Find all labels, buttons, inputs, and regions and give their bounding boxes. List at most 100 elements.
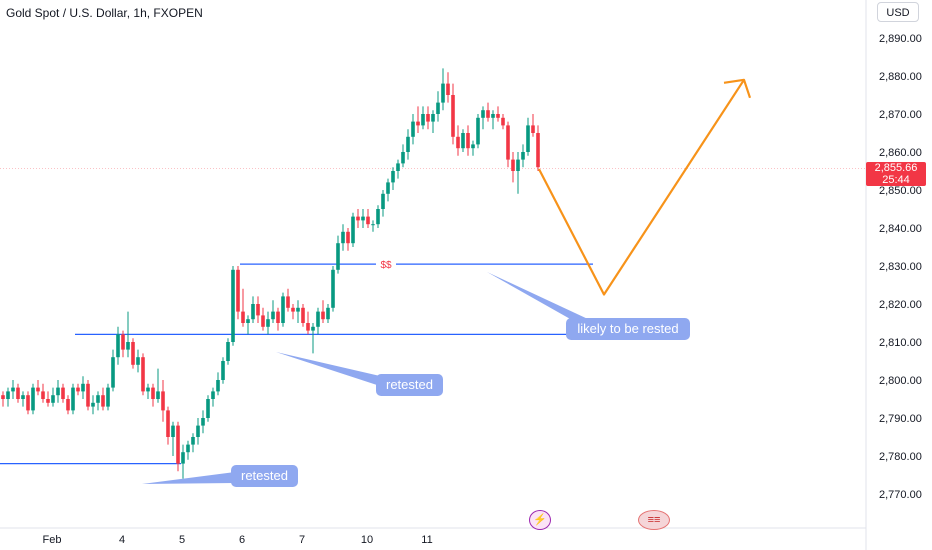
candle-body: [91, 402, 95, 407]
candle-body: [516, 159, 520, 171]
candle-body: [421, 114, 425, 126]
candle-body: [281, 296, 285, 323]
y-tick-label: 2,850.00: [879, 185, 922, 197]
last-price-tag: 2,855.66 25:44: [866, 162, 926, 186]
candle-body: [161, 391, 165, 411]
candle-body: [396, 163, 400, 171]
projection-arrowhead: [723, 78, 752, 99]
x-tick-label: 4: [119, 534, 125, 546]
y-tick-label: 2,860.00: [879, 147, 922, 159]
candle-body: [116, 334, 120, 358]
y-tick-label: 2,890.00: [879, 33, 922, 45]
candle-body: [126, 342, 130, 350]
candle-body: [361, 216, 365, 221]
x-tick-label: Feb: [43, 534, 62, 546]
candle-body: [106, 387, 110, 407]
candle-body: [381, 193, 385, 209]
time-axis[interactable]: Feb 4 5 6 7 10 11: [0, 527, 866, 546]
candle-body: [431, 114, 435, 122]
candle-body: [96, 395, 100, 403]
callout-pointers: [142, 272, 590, 484]
candle-body: [1, 395, 5, 399]
candle-body: [11, 387, 15, 392]
candle-body: [231, 269, 235, 342]
y-tick-label: 2,790.00: [879, 413, 922, 425]
candle-body: [476, 117, 480, 145]
candle-body: [251, 304, 255, 320]
candle-body: [426, 114, 430, 122]
candle-body: [411, 121, 415, 137]
candle-body: [456, 136, 460, 149]
candle-body: [131, 342, 135, 365]
candle-body: [336, 243, 340, 270]
chart-title: Gold Spot / U.S. Dollar, 1h, FXOPEN: [6, 6, 203, 20]
candle-body: [86, 383, 90, 407]
level-label: $$: [380, 260, 392, 271]
candle-body: [81, 383, 85, 392]
candle-body: [36, 387, 40, 392]
candle-body: [366, 216, 370, 225]
candle-body: [371, 224, 375, 226]
candle-body: [171, 425, 175, 437]
candle-body: [291, 307, 295, 312]
candle-body: [181, 452, 185, 464]
price-axis[interactable]: 2,890.00 2,880.00 2,870.00 2,860.00 2,850.00…: [865, 0, 922, 550]
last-price-value: 2,855.66: [874, 162, 918, 174]
candle-body: [531, 125, 535, 133]
callout-pointer-retested-upper: [276, 352, 380, 386]
candle-body: [356, 216, 360, 221]
x-tick-label: 6: [239, 534, 245, 546]
candle-body: [76, 387, 80, 392]
candle-body: [236, 269, 240, 312]
candle-body: [31, 387, 35, 411]
y-tick-label: 2,830.00: [879, 261, 922, 273]
candle-body: [61, 387, 65, 399]
y-tick-label: 2,800.00: [879, 375, 922, 387]
candle-body: [501, 117, 505, 126]
candle-body: [66, 399, 70, 411]
candle-body: [326, 307, 330, 320]
candle-body: [226, 342, 230, 361]
y-tick-label: 2,780.00: [879, 451, 922, 463]
annotation-likely[interactable]: likely to be rested: [566, 318, 690, 340]
candle-body: [441, 83, 445, 103]
us-flag-event-icon[interactable]: ≡≡: [638, 510, 670, 530]
countdown-timer: 25:44: [882, 174, 910, 186]
candle-body: [121, 334, 125, 350]
lightning-event-icon[interactable]: ⚡: [529, 510, 551, 530]
annotation-retested-upper[interactable]: retested: [376, 374, 443, 396]
y-tick-label: 2,810.00: [879, 337, 922, 349]
candle-body: [266, 319, 270, 327]
x-tick-label: 10: [361, 534, 373, 546]
candle-body: [461, 133, 465, 149]
candle-body: [41, 391, 45, 399]
candle-body: [506, 125, 510, 160]
x-tick-label: 7: [299, 534, 305, 546]
currency-button[interactable]: USD: [877, 2, 919, 22]
y-tick-label: 2,880.00: [879, 71, 922, 83]
candle-body: [71, 387, 75, 411]
candles: [1, 68, 540, 479]
candle-body: [346, 231, 350, 244]
candle-body: [486, 110, 490, 118]
candle-body: [241, 311, 245, 323]
candle-body: [526, 125, 530, 152]
y-tick-label: 2,840.00: [879, 223, 922, 235]
candle-body: [496, 114, 500, 118]
candle-body: [386, 182, 390, 194]
candle-body: [351, 216, 355, 244]
candle-body: [521, 152, 525, 160]
y-tick-label: 2,820.00: [879, 299, 922, 311]
candle-body: [211, 391, 215, 399]
candle-body: [101, 395, 105, 407]
x-tick-label: 5: [179, 534, 185, 546]
projection-arrow[interactable]: [538, 78, 752, 296]
candle-body: [341, 231, 345, 244]
candle-body: [46, 399, 50, 403]
candle-body: [186, 444, 190, 453]
annotation-retested-lower[interactable]: retested: [231, 465, 298, 487]
candle-body: [191, 437, 195, 445]
candle-body: [216, 380, 220, 392]
candle-body: [261, 315, 265, 327]
